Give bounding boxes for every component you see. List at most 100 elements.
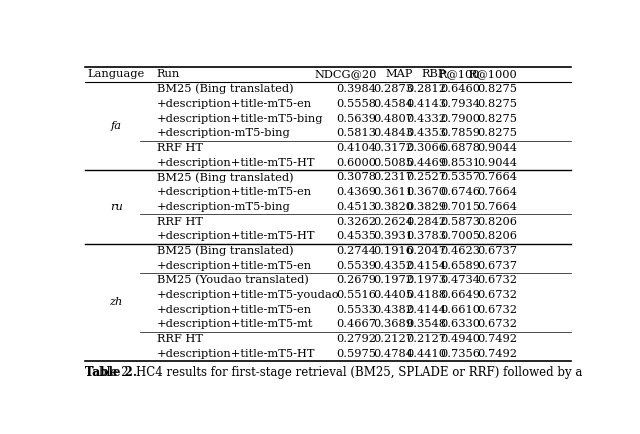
Text: 0.7492: 0.7492 (477, 334, 518, 344)
Text: 0.7900: 0.7900 (440, 114, 480, 124)
Text: 0.4410: 0.4410 (406, 349, 446, 359)
Text: 0.2047: 0.2047 (406, 246, 446, 256)
Text: 0.6330: 0.6330 (440, 319, 480, 329)
Text: 0.4104: 0.4104 (337, 143, 376, 153)
Text: +description+title-mT5-en: +description+title-mT5-en (157, 99, 312, 109)
Text: 0.2127: 0.2127 (373, 334, 413, 344)
Text: 0.6737: 0.6737 (477, 261, 518, 271)
Text: RRF HT: RRF HT (157, 217, 203, 227)
Text: MAP: MAP (386, 69, 413, 79)
Text: 0.1973: 0.1973 (406, 275, 446, 285)
Text: ru: ru (110, 202, 123, 212)
Text: 0.3829: 0.3829 (406, 202, 446, 212)
Text: 0.4807: 0.4807 (373, 114, 413, 124)
Text: 0.5539: 0.5539 (337, 261, 376, 271)
Text: +description+title-mT5-HT: +description+title-mT5-HT (157, 349, 316, 359)
Text: Table 2.: Table 2. (85, 366, 137, 379)
Text: 0.8275: 0.8275 (477, 128, 518, 138)
Text: 0.7005: 0.7005 (440, 231, 480, 241)
Text: 0.4623: 0.4623 (440, 246, 480, 256)
Text: 0.6732: 0.6732 (477, 319, 518, 329)
Text: 0.3262: 0.3262 (337, 217, 376, 227)
Text: +description+title-mT5-youdao: +description+title-mT5-youdao (157, 290, 339, 300)
Text: 0.3820: 0.3820 (373, 202, 413, 212)
Text: 0.2812: 0.2812 (406, 84, 446, 94)
Text: 0.4332: 0.4332 (406, 114, 446, 124)
Text: 0.5639: 0.5639 (337, 114, 376, 124)
Text: 0.2679: 0.2679 (337, 275, 376, 285)
Text: 0.6878: 0.6878 (440, 143, 480, 153)
Text: +description+title-mT5-en: +description+title-mT5-en (157, 261, 312, 271)
Text: 0.3611: 0.3611 (373, 187, 413, 197)
Text: Language: Language (88, 69, 145, 79)
Text: Table 2. HC4 results for first-stage retrieval (BM25, SPLADE or RRF) followed by: Table 2. HC4 results for first-stage ret… (85, 366, 582, 379)
Text: 0.7859: 0.7859 (440, 128, 480, 138)
Text: 0.4154: 0.4154 (406, 261, 446, 271)
Text: 0.2527: 0.2527 (406, 172, 446, 182)
Text: 0.7664: 0.7664 (477, 187, 518, 197)
Text: 0.1916: 0.1916 (373, 246, 413, 256)
Text: 0.4143: 0.4143 (406, 99, 446, 109)
Text: 0.6737: 0.6737 (477, 246, 518, 256)
Text: RBP: RBP (422, 69, 446, 79)
Text: 0.8206: 0.8206 (477, 231, 518, 241)
Text: 0.4513: 0.4513 (337, 202, 376, 212)
Text: 0.4469: 0.4469 (406, 158, 446, 168)
Text: 0.7015: 0.7015 (440, 202, 480, 212)
Text: 0.4188: 0.4188 (406, 290, 446, 300)
Text: BM25 (Youdao translated): BM25 (Youdao translated) (157, 275, 308, 286)
Text: +description+title-mT5-HT: +description+title-mT5-HT (157, 231, 316, 241)
Text: 0.4144: 0.4144 (406, 305, 446, 315)
Text: 0.6460: 0.6460 (440, 84, 480, 94)
Text: 0.4352: 0.4352 (373, 261, 413, 271)
Text: 0.3078: 0.3078 (337, 172, 376, 182)
Text: 0.3783: 0.3783 (406, 231, 446, 241)
Text: NDCG@20: NDCG@20 (314, 69, 376, 79)
Text: 0.4667: 0.4667 (337, 319, 376, 329)
Text: 0.3689: 0.3689 (373, 319, 413, 329)
Text: 0.8275: 0.8275 (477, 84, 518, 94)
Text: 0.3931: 0.3931 (373, 231, 413, 241)
Text: 0.4940: 0.4940 (440, 334, 480, 344)
Text: 0.9044: 0.9044 (477, 158, 518, 168)
Text: 0.4535: 0.4535 (337, 231, 376, 241)
Text: BM25 (Bing translated): BM25 (Bing translated) (157, 246, 294, 256)
Text: 0.4369: 0.4369 (337, 187, 376, 197)
Text: 0.5558: 0.5558 (337, 99, 376, 109)
Text: 0.5975: 0.5975 (337, 349, 376, 359)
Text: +description+title-mT5-HT: +description+title-mT5-HT (157, 158, 316, 168)
Text: 0.4405: 0.4405 (373, 290, 413, 300)
Text: 0.2792: 0.2792 (337, 334, 376, 344)
Text: fa: fa (111, 121, 122, 131)
Text: R@100: R@100 (438, 69, 480, 79)
Text: 0.3548: 0.3548 (406, 319, 446, 329)
Text: 0.3066: 0.3066 (406, 143, 446, 153)
Text: 0.2624: 0.2624 (373, 217, 413, 227)
Text: +description+title-mT5-en: +description+title-mT5-en (157, 187, 312, 197)
Text: +description-mT5-bing: +description-mT5-bing (157, 202, 291, 212)
Text: 0.2317: 0.2317 (373, 172, 413, 182)
Text: 0.7664: 0.7664 (477, 172, 518, 182)
Text: 0.2873: 0.2873 (373, 84, 413, 94)
Text: 0.8531: 0.8531 (440, 158, 480, 168)
Text: 0.5516: 0.5516 (337, 290, 376, 300)
Text: 0.2127: 0.2127 (406, 334, 446, 344)
Text: 0.4784: 0.4784 (373, 349, 413, 359)
Text: 0.4382: 0.4382 (373, 305, 413, 315)
Text: 0.6649: 0.6649 (440, 290, 480, 300)
Text: 0.7492: 0.7492 (477, 349, 518, 359)
Text: 0.5813: 0.5813 (337, 128, 376, 138)
Text: zh: zh (109, 297, 123, 307)
Text: 0.4843: 0.4843 (373, 128, 413, 138)
Text: Run: Run (157, 69, 180, 79)
Text: 0.7356: 0.7356 (440, 349, 480, 359)
Text: BM25 (Bing translated): BM25 (Bing translated) (157, 172, 294, 183)
Text: 0.3984: 0.3984 (337, 84, 376, 94)
Text: 0.6732: 0.6732 (477, 290, 518, 300)
Text: 0.5533: 0.5533 (337, 305, 376, 315)
Text: 0.7664: 0.7664 (477, 202, 518, 212)
Text: +description-mT5-bing: +description-mT5-bing (157, 128, 291, 138)
Text: 0.9044: 0.9044 (477, 143, 518, 153)
Text: BM25 (Bing translated): BM25 (Bing translated) (157, 84, 294, 95)
Text: +description+title-mT5-en: +description+title-mT5-en (157, 305, 312, 315)
